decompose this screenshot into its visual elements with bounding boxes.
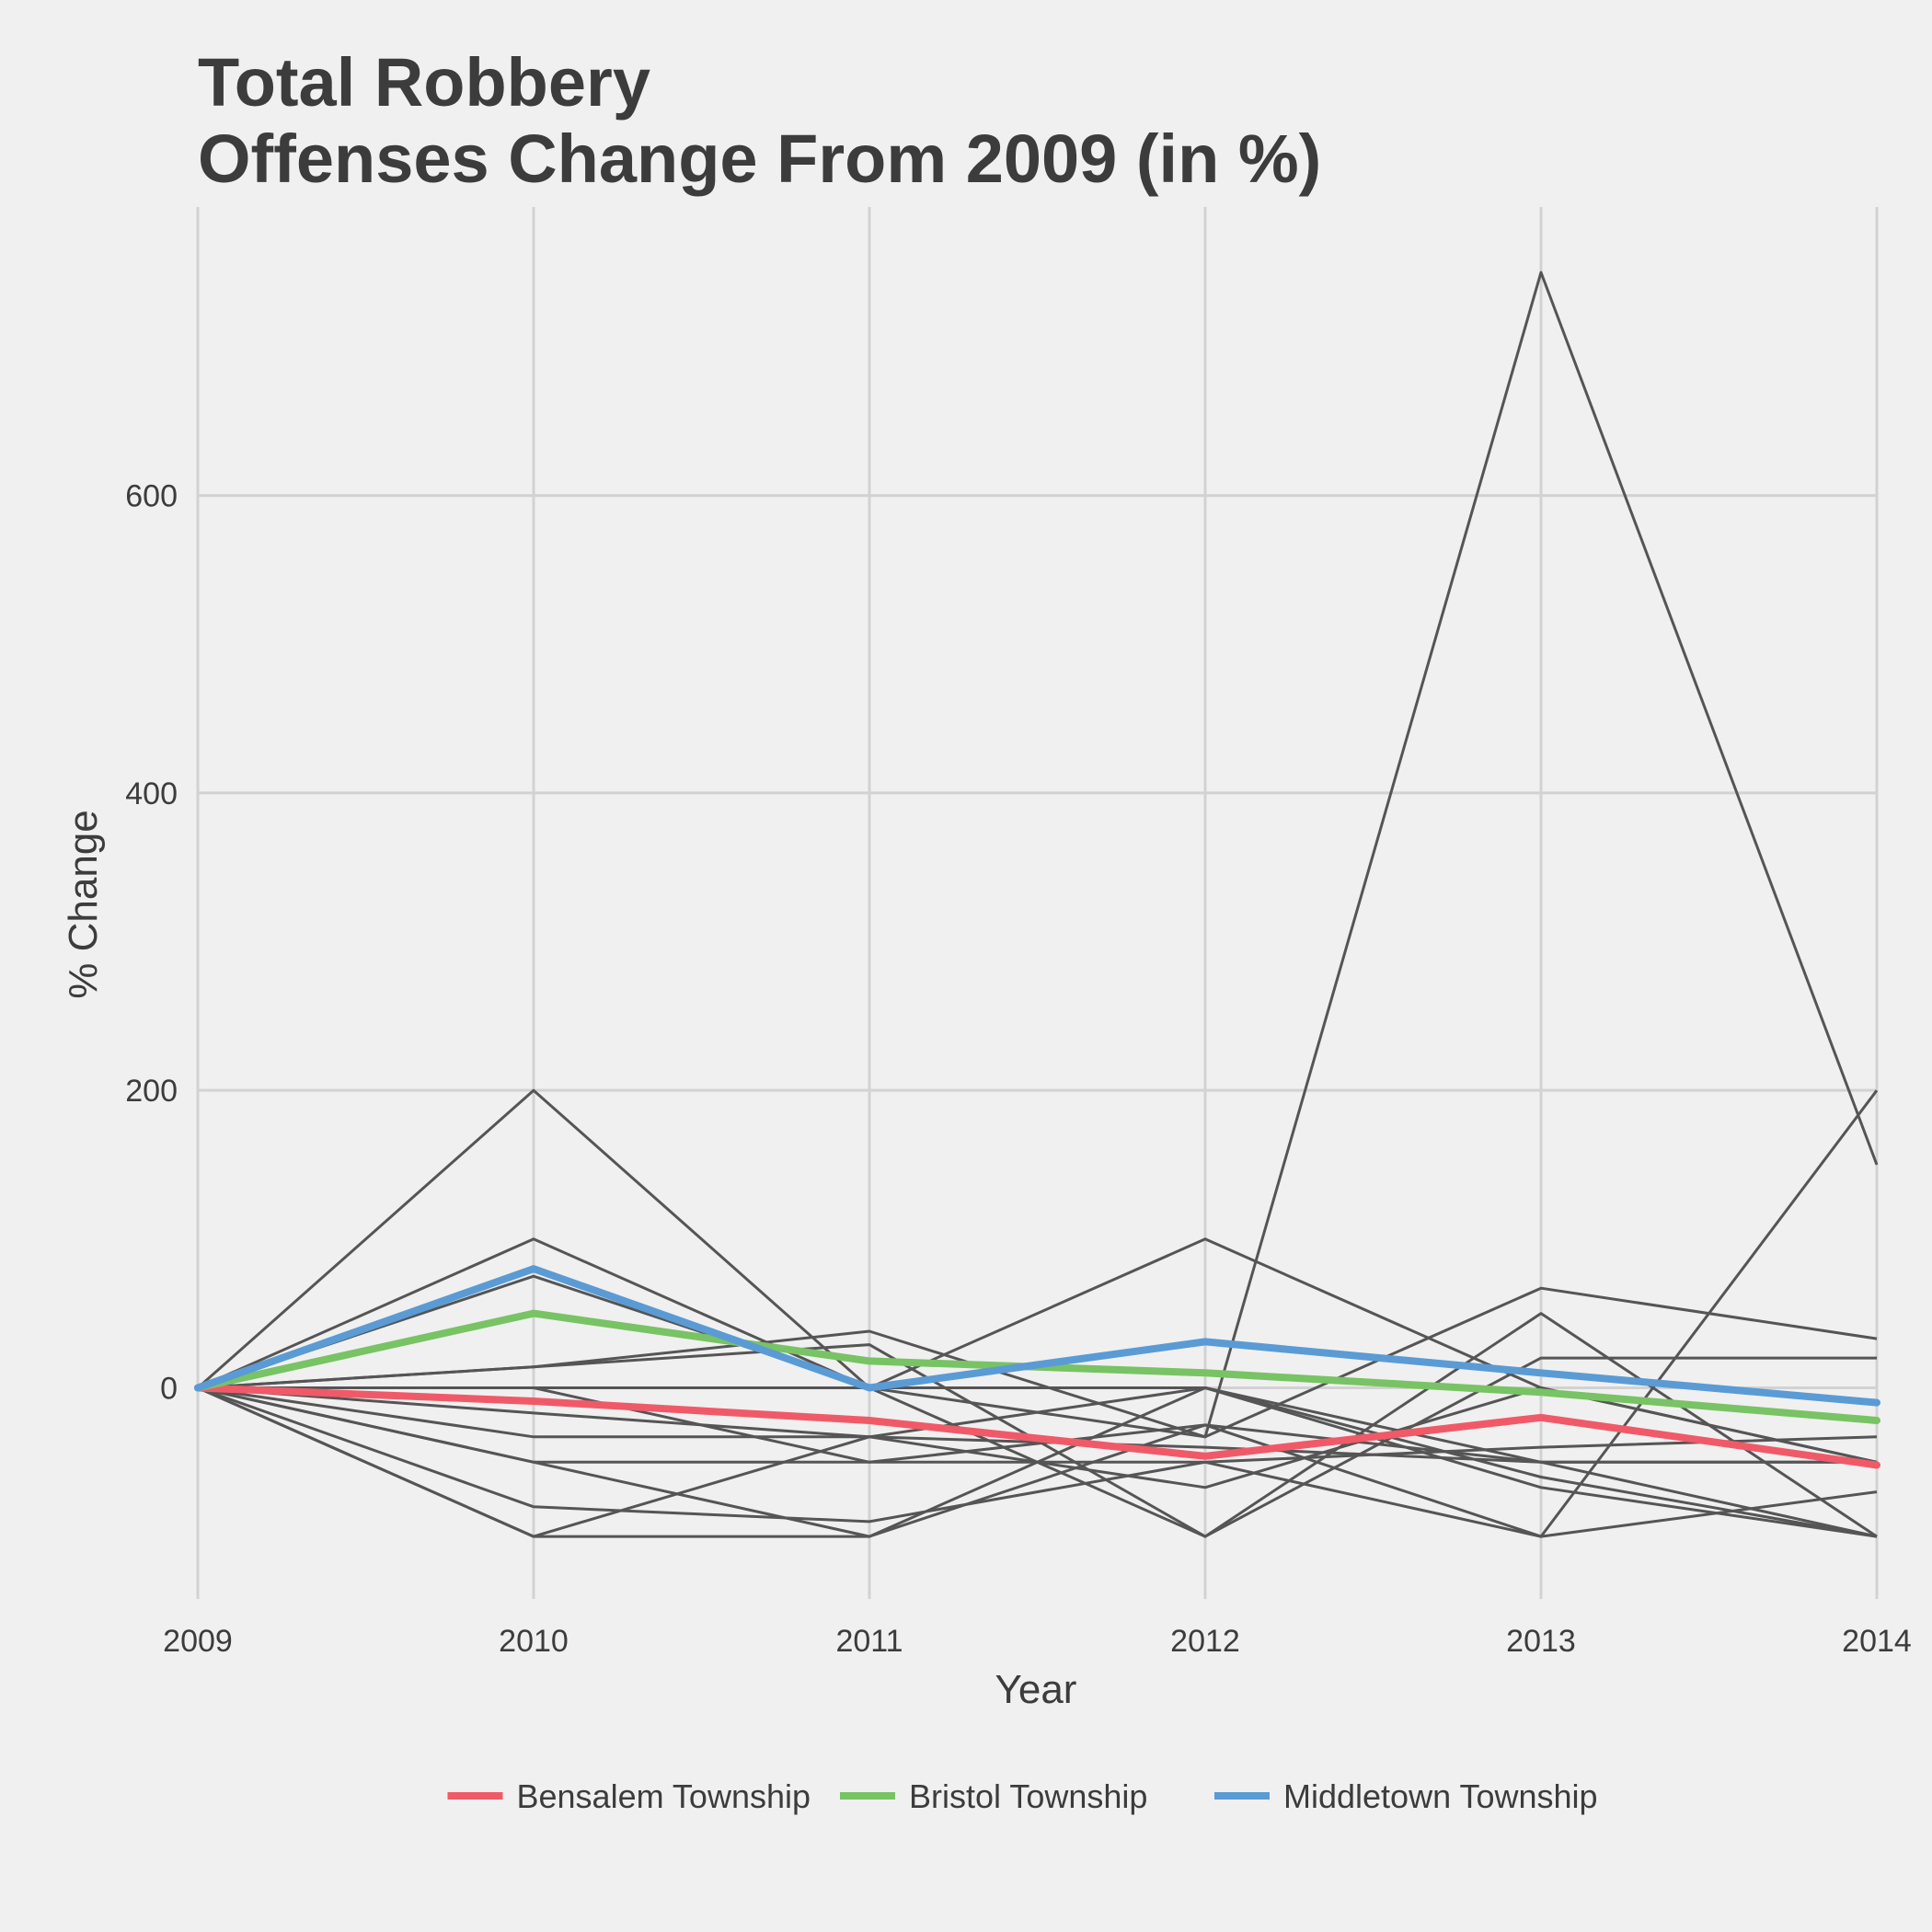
highlighted-series-lines xyxy=(194,1265,1880,1469)
legend-label-bristol-township: Bristol Township xyxy=(909,1777,1147,1815)
x-tick-label-2011: 2011 xyxy=(835,1624,903,1659)
title-line-2: Offenses Change From 2009 (in %) xyxy=(198,121,1321,197)
legend-item-bristol-township: Bristol Township xyxy=(840,1777,1147,1815)
series-line-bensalem-township xyxy=(194,1384,1880,1469)
background-series-lines xyxy=(197,270,1879,1538)
y-axis-title: % Change xyxy=(61,810,106,998)
background-series-line-13 xyxy=(197,1386,1877,1538)
x-tick-label-2009: 2009 xyxy=(163,1624,233,1659)
background-series-line-14 xyxy=(197,1386,1878,1538)
legend: Bensalem Township Bristol Township Middlet… xyxy=(447,1777,1598,1815)
x-tick-label-2013: 2013 xyxy=(1506,1624,1576,1659)
x-tick-label-2014: 2014 xyxy=(1842,1624,1912,1659)
y-tick-label-0: 0 xyxy=(160,1371,178,1406)
x-axis-tick-labels: 2009 2010 2011 2012 2013 2014 xyxy=(163,1624,1912,1659)
background-series-line-9 xyxy=(197,1386,1878,1538)
y-tick-label-600: 600 xyxy=(125,479,178,514)
y-tick-label-400: 400 xyxy=(125,776,178,811)
legend-item-bensalem-township: Bensalem Township xyxy=(447,1777,811,1815)
x-axis-title: Year xyxy=(995,1667,1077,1712)
background-series-line-11 xyxy=(197,1386,1878,1524)
y-axis-tick-labels: 0 200 400 600 xyxy=(125,479,178,1407)
title-line-1: Total Robbery xyxy=(198,44,650,121)
legend-label-bensalem-township: Bensalem Township xyxy=(517,1777,811,1815)
x-tick-label-2010: 2010 xyxy=(499,1624,569,1659)
legend-item-middletown-township: Middletown Township xyxy=(1214,1777,1598,1815)
legend-label-middletown-township: Middletown Township xyxy=(1283,1777,1598,1815)
x-tick-label-2012: 2012 xyxy=(1170,1624,1240,1659)
series-line-middletown-township xyxy=(194,1265,1880,1407)
y-tick-label-200: 200 xyxy=(125,1074,178,1109)
chart-title: Total Robbery Offenses Change From 2009 … xyxy=(198,44,1321,197)
